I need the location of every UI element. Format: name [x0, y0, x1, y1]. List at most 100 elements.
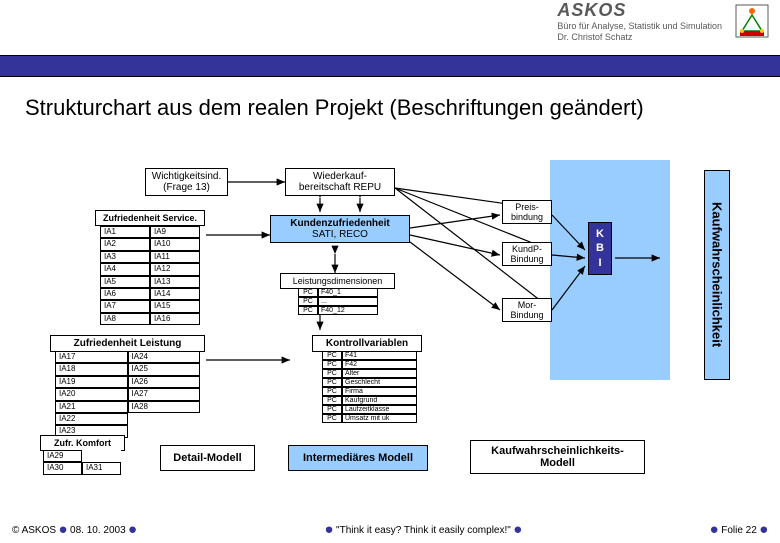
page-title: Strukturchart aus dem realen Projekt (Be… [25, 95, 644, 121]
box-zuf-leistung: Zufriedenheit Leistung [50, 335, 205, 352]
box-kbi: K B I [588, 222, 612, 275]
tiny-row: PCAlter [322, 369, 417, 378]
box-morbindung: Mor- Bindung [502, 298, 552, 322]
grid-cell: IA17 [55, 351, 128, 363]
grid-cell: IA21 [55, 401, 128, 413]
grid-cell: IA6 [100, 288, 150, 300]
footer-page: Folie 22 [721, 525, 757, 536]
dot-icon: • [514, 516, 522, 543]
dot-icon: • [710, 516, 718, 543]
grid-cell: IA22 [55, 413, 128, 425]
tiny-row: PCF42 [322, 360, 417, 369]
footer-date: 08. 10. 2003 [70, 525, 126, 536]
diagram-area: Wichtigkeitsind. (Frage 13) Wiederkauf- … [40, 160, 730, 500]
header-bar [0, 55, 780, 77]
grid-cell [128, 425, 201, 437]
grid-cell: IA5 [100, 276, 150, 288]
box-kundenzuf: Kundenzufriedenheit SATI, RECO [270, 215, 410, 243]
header-sub2: Dr. Christof Schatz [557, 32, 722, 43]
grid-cell: IA10 [150, 238, 200, 250]
grid-cell: IA18 [55, 363, 128, 375]
grid-cell [128, 413, 201, 425]
grid-cell: IA4 [100, 263, 150, 275]
grid-cell: IA25 [128, 363, 201, 375]
kontroll-rows: PCF41PCF42PCAlterPCGeschlechtPCFirmaPCKa… [322, 351, 417, 423]
vertical-label: Kaufwahrscheinlichkeit [704, 170, 730, 380]
copyright: © ASKOS [12, 525, 56, 536]
tiny-row: PCF41 [322, 351, 417, 360]
grid-cell: IA29 [43, 450, 82, 462]
box-preisbindung: Preis- bindung [502, 200, 552, 224]
label: (Frage 13) [148, 182, 225, 193]
komfort-grid: IA29IA30IA31 [43, 450, 121, 475]
label: KundP- [506, 244, 548, 254]
leistung-grid: IA17IA24IA18IA25IA19IA26IA20IA27IA21IA28… [55, 351, 200, 438]
grid-cell: IA31 [82, 462, 121, 474]
footer-quote: "Think it easy? Think it easily complex!… [336, 525, 511, 536]
box-kundpbindung: KundP- Bindung [502, 242, 552, 266]
footer-left: © ASKOS • 08. 10. 2003 • [12, 525, 137, 536]
dot-icon: • [325, 516, 333, 543]
dot-icon: • [760, 516, 768, 543]
box-zuf-komfort: Zufr. Komfort [40, 435, 125, 451]
tiny-row: PCF40_1 [298, 288, 378, 297]
grid-cell: IA16 [150, 313, 200, 325]
tiny-row: PCFirma [322, 387, 417, 396]
box-wichtigkeit: Wichtigkeitsind. (Frage 13) [145, 168, 228, 196]
label: Bindung [506, 254, 548, 264]
label: SATI, RECO [273, 229, 407, 240]
grid-cell: IA30 [43, 462, 82, 474]
tiny-row: PCKaufgrund [322, 396, 417, 405]
grid-cell: IA1 [100, 226, 150, 238]
tiny-row: PC... [298, 297, 378, 306]
label: Preis- [506, 202, 548, 212]
grid-cell: IA2 [100, 238, 150, 250]
grid-cell: IA11 [150, 251, 200, 263]
grid-cell: IA12 [150, 263, 200, 275]
grid-cell: IA3 [100, 251, 150, 263]
footer: © ASKOS • 08. 10. 2003 • • "Think it eas… [0, 525, 780, 536]
label: Mor- [506, 300, 548, 310]
dot-icon: • [128, 516, 136, 543]
grid-cell: IA20 [55, 388, 128, 400]
label: Modell [473, 457, 642, 469]
box-intermed: Intermediäres Modell [288, 445, 428, 471]
box-kaufwahr: Kaufwahrscheinlichkeits- Modell [470, 440, 645, 474]
grid-cell: IA19 [55, 376, 128, 388]
grid-cell: IA24 [128, 351, 201, 363]
box-zuf-service: Zufriedenheit Service. [95, 210, 205, 226]
footer-center: • "Think it easy? Think it easily comple… [325, 525, 522, 536]
tiny-row: PCF40_12 [298, 306, 378, 315]
leist-rows: PCF40_1PC...PCF40_12 [298, 288, 378, 315]
grid-cell: IA7 [100, 300, 150, 312]
box-detail: Detail-Modell [160, 445, 255, 471]
grid-cell: IA9 [150, 226, 200, 238]
grid-cell [82, 450, 121, 462]
grid-cell: IA15 [150, 300, 200, 312]
grid-cell: IA8 [100, 313, 150, 325]
label: bereitschaft REPU [288, 182, 392, 193]
grid-cell: IA14 [150, 288, 200, 300]
grid-cell: IA28 [128, 401, 201, 413]
label: bindung [506, 212, 548, 222]
header-sub1: Büro für Analyse, Statistik und Simulati… [557, 21, 722, 32]
grid-cell: IA26 [128, 376, 201, 388]
dot-icon: • [59, 516, 67, 543]
box-leistungsdim: Leistungsdimensionen [280, 273, 395, 289]
footer-right: • Folie 22 • [710, 525, 768, 536]
company-name: ASKOS [557, 0, 722, 21]
service-grid: IA1IA9IA2IA10IA3IA11IA4IA12IA5IA13IA6IA1… [100, 226, 200, 325]
tiny-row: PCGeschlecht [322, 378, 417, 387]
box-kontroll: Kontrollvariablen [312, 335, 422, 352]
tiny-row: PCUmsatz mit uk [322, 414, 417, 423]
header: ASKOS Büro für Analyse, Statistik und Si… [557, 0, 772, 43]
label: Wichtigkeitsind. [148, 171, 225, 182]
tiny-row: PCLaufzeitklasse [322, 405, 417, 414]
label: Kaufwahrscheinlichkeits- [473, 445, 642, 457]
grid-cell: IA13 [150, 276, 200, 288]
logo-icon [732, 1, 772, 41]
box-wiederkauf: Wiederkauf- bereitschaft REPU [285, 168, 395, 196]
grid-cell: IA27 [128, 388, 201, 400]
label: Kundenzufriedenheit [273, 218, 407, 229]
label: Wiederkauf- [288, 171, 392, 182]
